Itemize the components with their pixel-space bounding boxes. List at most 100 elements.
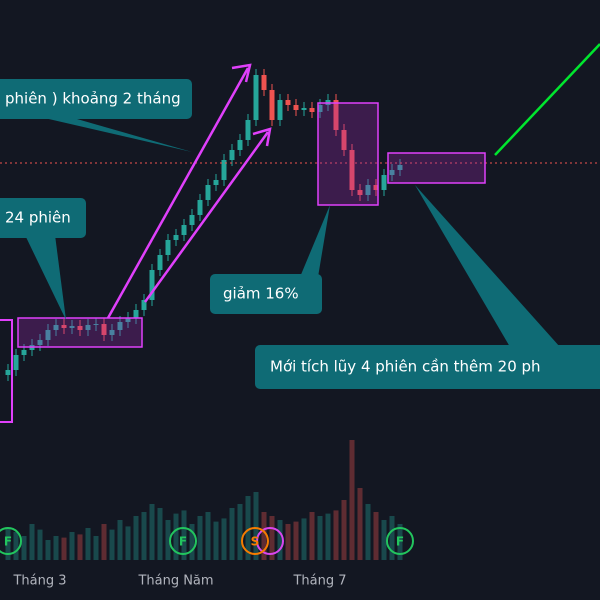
volume-bar bbox=[197, 516, 203, 560]
candle-body bbox=[197, 200, 203, 215]
candle-body bbox=[189, 215, 195, 225]
volume-bar bbox=[293, 521, 299, 560]
candle-body bbox=[141, 300, 147, 310]
event-marker bbox=[169, 527, 197, 555]
event-marker bbox=[256, 527, 284, 555]
volume-bar bbox=[317, 516, 323, 560]
candle-body bbox=[365, 185, 371, 195]
candle-body bbox=[389, 170, 395, 175]
volume-bar bbox=[221, 518, 227, 560]
candle-body bbox=[333, 100, 339, 130]
volume-bar bbox=[133, 516, 139, 560]
callout-box bbox=[210, 274, 322, 314]
volume-bar bbox=[77, 534, 83, 560]
volume-bar bbox=[205, 512, 211, 560]
candle-body bbox=[157, 255, 163, 270]
candle-body bbox=[341, 130, 347, 150]
volume-bar bbox=[21, 536, 27, 560]
candle-body bbox=[101, 324, 107, 335]
candle-body bbox=[109, 330, 115, 335]
volume-bar bbox=[53, 536, 59, 560]
volume-bar bbox=[69, 532, 75, 560]
candle-body bbox=[373, 185, 379, 190]
volume-bar bbox=[261, 512, 267, 560]
arrow-head bbox=[231, 63, 252, 83]
event-marker bbox=[241, 527, 269, 555]
callout-pointer bbox=[25, 235, 66, 320]
candle-body bbox=[13, 355, 19, 370]
candle-body bbox=[317, 105, 323, 112]
candle-body bbox=[221, 160, 227, 180]
volume-bar bbox=[181, 510, 187, 560]
candle-body bbox=[229, 150, 235, 160]
candle-body bbox=[5, 370, 11, 375]
candle-body bbox=[133, 310, 139, 318]
event-marker bbox=[0, 527, 22, 555]
event-label: F bbox=[179, 535, 187, 549]
callout-pointer bbox=[40, 117, 192, 152]
candle-body bbox=[397, 165, 403, 170]
volume-bar bbox=[341, 500, 347, 560]
plot bbox=[5, 69, 403, 560]
callout-box bbox=[0, 79, 192, 119]
callout-pointer bbox=[300, 205, 330, 277]
volume-bar bbox=[213, 521, 219, 560]
candle-body bbox=[205, 185, 211, 200]
annotation: giảm 16% bbox=[223, 285, 299, 303]
projection-line bbox=[494, 43, 600, 156]
x-tick-label: Tháng Năm bbox=[137, 574, 213, 589]
volume-bar bbox=[141, 512, 147, 560]
annotation: Mới tích lũy 4 phiên cần thêm 20 ph bbox=[270, 358, 541, 376]
candle-body bbox=[149, 270, 155, 300]
volume-bar bbox=[381, 520, 387, 560]
annotation: 24 phiên bbox=[5, 209, 71, 227]
candle-body bbox=[21, 350, 27, 355]
candle-body bbox=[237, 140, 243, 150]
candle-body bbox=[309, 108, 315, 112]
range-box bbox=[0, 319, 13, 423]
candle-body bbox=[85, 325, 91, 330]
candle-body bbox=[93, 324, 99, 325]
volume-bar bbox=[165, 520, 171, 560]
candle-body bbox=[45, 330, 51, 340]
volume-bar bbox=[125, 526, 131, 560]
range-box bbox=[387, 152, 486, 184]
volume-bar bbox=[301, 518, 307, 560]
volume-bar bbox=[333, 510, 339, 560]
volume-bar bbox=[149, 504, 155, 560]
volume-bar bbox=[357, 488, 363, 560]
volume-bar bbox=[61, 537, 67, 560]
candle-body bbox=[285, 100, 291, 105]
callout-box bbox=[0, 198, 86, 238]
trend-arrow bbox=[106, 67, 250, 319]
candle-body bbox=[213, 180, 219, 185]
volume-bar bbox=[109, 529, 115, 560]
volume-bar bbox=[45, 540, 51, 560]
volume-bar bbox=[365, 504, 371, 560]
volume-bar bbox=[101, 524, 107, 560]
candle-body bbox=[245, 120, 251, 140]
candle-body bbox=[53, 325, 59, 330]
volume-bar bbox=[13, 532, 19, 560]
range-box bbox=[317, 102, 379, 206]
candle-body bbox=[261, 75, 267, 90]
volume-bar bbox=[173, 513, 179, 560]
candle-body bbox=[181, 225, 187, 235]
candle-body bbox=[125, 318, 131, 322]
volume-bar bbox=[37, 529, 43, 560]
candle-body bbox=[69, 326, 75, 328]
volume-bar bbox=[325, 513, 331, 560]
event-label: F bbox=[4, 535, 12, 549]
volume-bar bbox=[93, 536, 99, 560]
volume-bar bbox=[373, 512, 379, 560]
callout-box bbox=[255, 345, 600, 389]
candle-body bbox=[173, 235, 179, 240]
volume-bar bbox=[189, 524, 195, 560]
callout-pointer bbox=[415, 185, 560, 347]
candle-body bbox=[37, 340, 43, 345]
volume-bar bbox=[277, 520, 283, 560]
candle-body bbox=[253, 75, 259, 120]
candle-body bbox=[301, 108, 307, 110]
volume-bar bbox=[157, 508, 163, 560]
